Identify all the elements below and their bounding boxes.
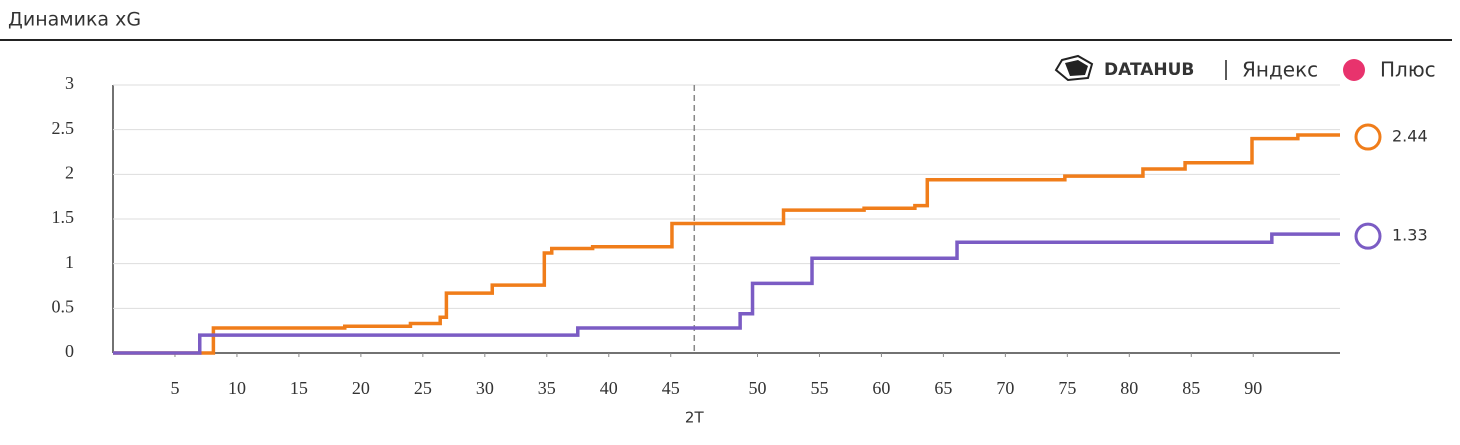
x-tick-label: 80 — [1120, 378, 1138, 398]
x-tick-label: 30 — [476, 378, 494, 398]
x-tick-label: 5 — [170, 378, 179, 398]
y-tick-label: 2.5 — [52, 118, 75, 138]
brand-icon — [1065, 60, 1088, 76]
y-tick-label: 1.5 — [52, 207, 75, 227]
brand-text: DATAHUB — [1104, 60, 1194, 80]
x-tick-label: 55 — [810, 378, 828, 398]
y-tick-label: 0 — [65, 341, 74, 361]
x-tick-label: 70 — [996, 378, 1014, 398]
x-tick-label: 85 — [1182, 378, 1200, 398]
x-tick-label: 25 — [414, 378, 432, 398]
x-tick-label: 60 — [872, 378, 890, 398]
y-tick-label: 3 — [65, 73, 74, 93]
xg-line — [113, 232, 1340, 355]
end-label: 1.33 — [1392, 226, 1428, 245]
x-tick-label: 35 — [538, 378, 556, 398]
x-tick-label: 45 — [662, 378, 680, 398]
brand-text: Яндекс — [1242, 58, 1318, 82]
x-tick-label: 10 — [228, 378, 246, 398]
chart-title: Динамика xG — [8, 9, 141, 31]
plus-icon — [1343, 59, 1365, 81]
x-tick-label: 50 — [748, 378, 766, 398]
y-tick-label: 2 — [65, 162, 74, 182]
x-tick-label: 90 — [1244, 378, 1262, 398]
y-tick-label: 1 — [65, 252, 74, 272]
end-label: 2.44 — [1392, 127, 1428, 146]
brand-text: Плюс — [1380, 58, 1436, 82]
brand: DATAHUB Яндекс Плюс — [1054, 54, 1436, 82]
x-tick-label: 65 — [934, 378, 952, 398]
xg-line — [113, 133, 1340, 355]
x-tick-label: 75 — [1058, 378, 1076, 398]
x-tick-label: 15 — [290, 378, 308, 398]
half-label: 2T — [685, 409, 705, 427]
x-tick-label: 40 — [600, 378, 618, 398]
y-tick-label: 0.5 — [52, 296, 75, 316]
team-logo — [1354, 222, 1382, 250]
team-logo — [1354, 123, 1382, 151]
x-tick-label: 20 — [352, 378, 370, 398]
